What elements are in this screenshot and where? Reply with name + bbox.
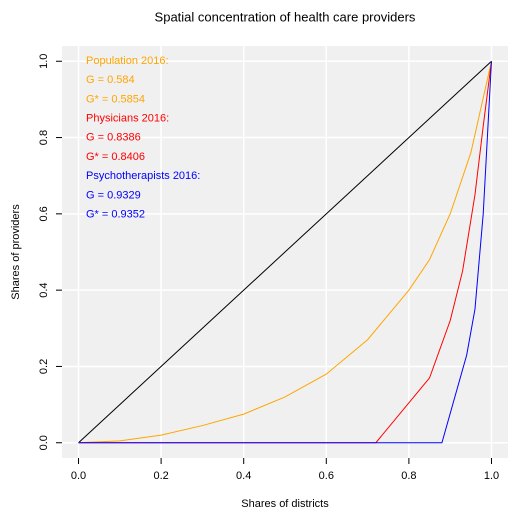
x-axis-label: Shares of districts: [241, 498, 329, 510]
y-tick-label: 0.2: [38, 359, 50, 374]
x-tick-label: 0.6: [319, 470, 334, 482]
y-tick-label: 0.0: [38, 435, 50, 450]
y-axis-label: Shares of providers: [10, 204, 22, 300]
y-tick-label: 0.8: [38, 130, 50, 145]
x-tick-label: 1.0: [484, 470, 499, 482]
annotation: G* = 0.8406: [86, 151, 145, 163]
annotation: G = 0.9329: [86, 189, 141, 201]
annotation: G* = 0.9352: [86, 209, 145, 221]
annotation: G* = 0.5854: [86, 93, 145, 105]
annotation: Psychotherapists 2016:: [86, 170, 200, 182]
x-tick-label: 0.2: [153, 470, 168, 482]
annotation: Physicians 2016:: [86, 113, 169, 125]
chart-title: Spatial concentration of health care pro…: [155, 9, 416, 24]
annotation: G = 0.584: [86, 74, 135, 86]
x-tick-label: 0.8: [401, 470, 416, 482]
x-tick-label: 0.4: [236, 470, 251, 482]
series-line: [78, 61, 492, 444]
annotation: G = 0.8386: [86, 132, 141, 144]
x-tick-label: 0.0: [71, 470, 86, 482]
series-line: [78, 61, 492, 444]
y-tick-label: 0.6: [38, 206, 50, 221]
series-line: [78, 60, 492, 444]
y-tick-label: 1.0: [38, 54, 50, 69]
series-line: [78, 61, 492, 444]
annotation: Population 2016:: [86, 55, 169, 67]
y-tick-label: 0.4: [38, 282, 50, 297]
